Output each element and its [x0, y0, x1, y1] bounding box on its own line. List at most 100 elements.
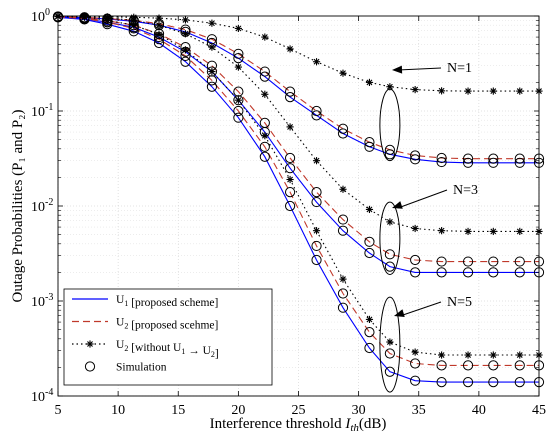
simulation-marker — [488, 377, 499, 388]
star-marker — [437, 87, 446, 95]
simulation-marker — [462, 153, 474, 164]
simulation-marker — [180, 46, 191, 57]
star-marker — [464, 227, 472, 236]
star-marker — [86, 340, 94, 348]
star-marker — [312, 58, 321, 66]
simulation-marker — [410, 254, 421, 266]
simulation-marker — [233, 95, 244, 106]
annotation-arrow-line — [397, 189, 448, 209]
simulation-marker — [384, 249, 395, 260]
marker-layer — [52, 11, 545, 388]
star-marker — [516, 351, 524, 359]
simulation-marker — [436, 156, 447, 168]
simulation-marker — [436, 152, 447, 164]
x-tick-label: 25 — [292, 403, 306, 418]
y-tick-label: 10-2 — [31, 197, 53, 215]
simulation-marker — [284, 152, 296, 164]
simulation-marker — [128, 20, 139, 31]
simulation-marker — [364, 327, 375, 338]
annotation-label: N=3 — [453, 183, 478, 198]
star-marker — [437, 351, 446, 359]
y-tick-label: 100 — [31, 7, 50, 25]
x-axis-label-text: Interference threshold — [210, 416, 346, 432]
simulation-marker — [364, 247, 375, 259]
simulation-marker — [514, 267, 525, 278]
y-tick-label: 10-1 — [31, 102, 53, 120]
star-marker — [312, 157, 321, 165]
star-marker — [261, 90, 269, 98]
star-marker — [489, 227, 497, 236]
simulation-marker — [410, 154, 421, 165]
simulation-marker — [206, 81, 218, 92]
simulation-marker — [284, 163, 296, 174]
star-marker — [286, 45, 294, 53]
simulation-marker — [410, 150, 421, 161]
star-marker — [181, 16, 190, 24]
simulation-marker — [364, 137, 375, 148]
x-axis-label-sub: th — [350, 422, 359, 434]
simulation-marker — [337, 302, 349, 313]
star-marker — [386, 218, 394, 226]
simulation-marker — [488, 360, 499, 371]
simulation-marker — [337, 128, 349, 139]
simulation-marker — [284, 200, 296, 212]
simulation-marker — [488, 267, 499, 278]
x-axis-label-unit: (dB) — [359, 416, 387, 432]
axis-ticks: 5 10 15 20 25 30 35 40 45 100 10-1 10-2 10-3 10-4 — [31, 7, 546, 418]
simulation-marker — [206, 75, 218, 86]
simulation-marker — [462, 157, 474, 168]
y-tick-label: 10-4 — [31, 387, 53, 405]
simulation-marker — [364, 236, 375, 247]
x-tick-label: 15 — [171, 403, 185, 418]
y-tick-label: 10-3 — [31, 292, 53, 310]
simulation-marker — [337, 225, 349, 236]
star-marker — [464, 351, 472, 359]
simulation-marker — [384, 149, 395, 160]
simulation-marker — [462, 267, 474, 278]
x-axis-label: Interference threshold Ith(dB) — [210, 416, 387, 434]
simulation-marker — [337, 288, 349, 299]
simulation-marker — [259, 151, 270, 162]
simulation-marker — [206, 37, 218, 49]
simulation-marker — [128, 26, 139, 37]
simulation-marker — [259, 117, 270, 128]
legend: U1 [proposed scheme] U2 [proposed scehme]… — [63, 288, 273, 386]
simulation-marker — [311, 196, 322, 208]
legend-circle-marker — [84, 361, 96, 372]
star-marker — [489, 351, 497, 359]
simulation-marker — [284, 187, 296, 198]
simulation-marker — [311, 110, 322, 121]
simulation-marker — [384, 348, 395, 359]
simulation-marker — [311, 105, 322, 117]
star-marker — [516, 227, 524, 236]
star-marker — [365, 78, 374, 87]
simulation-marker — [311, 240, 322, 252]
star-marker — [234, 63, 242, 71]
annotation-label: N=5 — [447, 295, 472, 310]
group-ellipse — [379, 88, 401, 162]
simulation-marker — [410, 267, 421, 278]
simulation-marker — [514, 377, 525, 388]
simulation-marker — [180, 26, 191, 38]
group-ellipse — [379, 201, 401, 276]
star-marker — [489, 87, 497, 95]
simulation-marker — [206, 60, 218, 71]
y-axis-label-text: Outage Probabilities (P₁ and P₂) — [10, 110, 26, 303]
simulation-marker — [488, 256, 499, 267]
simulation-marker — [102, 13, 113, 24]
star-marker — [286, 175, 294, 184]
star-marker — [208, 19, 216, 27]
star-marker — [234, 96, 242, 104]
annotation-arrow-head — [394, 309, 405, 317]
simulation-marker — [233, 105, 244, 117]
simulation-marker — [462, 360, 474, 371]
annotation-label: N=1 — [447, 61, 472, 76]
simulation-marker — [436, 256, 447, 267]
simulation-marker — [410, 358, 421, 369]
legend-entry-label: U2 [proposed scehme] — [116, 317, 218, 332]
annotation-arrow-line — [397, 67, 442, 71]
annotation-layer: N=1 N=3 N=5 — [379, 61, 478, 393]
simulation-marker — [410, 375, 421, 386]
legend-box — [63, 288, 273, 386]
